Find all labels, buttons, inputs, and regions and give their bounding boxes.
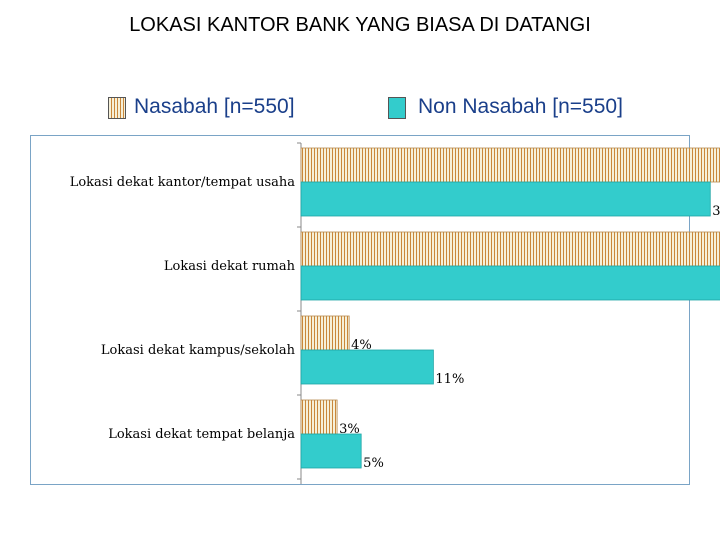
bar-nasabah — [300, 399, 338, 435]
data-label-non-nasabah: 11% — [435, 372, 464, 387]
legend-label-nasabah: Nasabah [n=550] — [134, 95, 295, 118]
plot-area — [30, 135, 690, 485]
legend-label-non-nasabah: Non Nasabah [n=550] — [418, 95, 623, 118]
bar-non-nasabah — [300, 181, 711, 217]
category-label: Lokasi dekat rumah — [164, 259, 296, 274]
legend-swatch-nasabah — [108, 97, 126, 119]
bar-non-nasabah — [300, 433, 362, 469]
data-label-nasabah: 4% — [351, 338, 372, 353]
category-label: Lokasi dekat kantor/tempat usaha — [70, 175, 296, 190]
legend-swatch-non-nasabah — [388, 97, 406, 119]
bar-nasabah — [300, 231, 720, 267]
bar-non-nasabah — [300, 349, 434, 385]
category-label: Lokasi dekat tempat belanja — [108, 427, 295, 442]
data-label-non-nasabah: 34% — [712, 204, 720, 219]
data-label-non-nasabah: 5% — [363, 456, 384, 471]
category-label: Lokasi dekat kampus/sekolah — [101, 343, 296, 358]
bar-nasabah — [300, 147, 720, 183]
chart-title: LOKASI KANTOR BANK YANG BIASA DI DATANGI — [129, 14, 591, 36]
data-label-nasabah: 3% — [339, 422, 360, 437]
bar-nasabah — [300, 315, 350, 351]
bar-non-nasabah — [300, 265, 720, 301]
